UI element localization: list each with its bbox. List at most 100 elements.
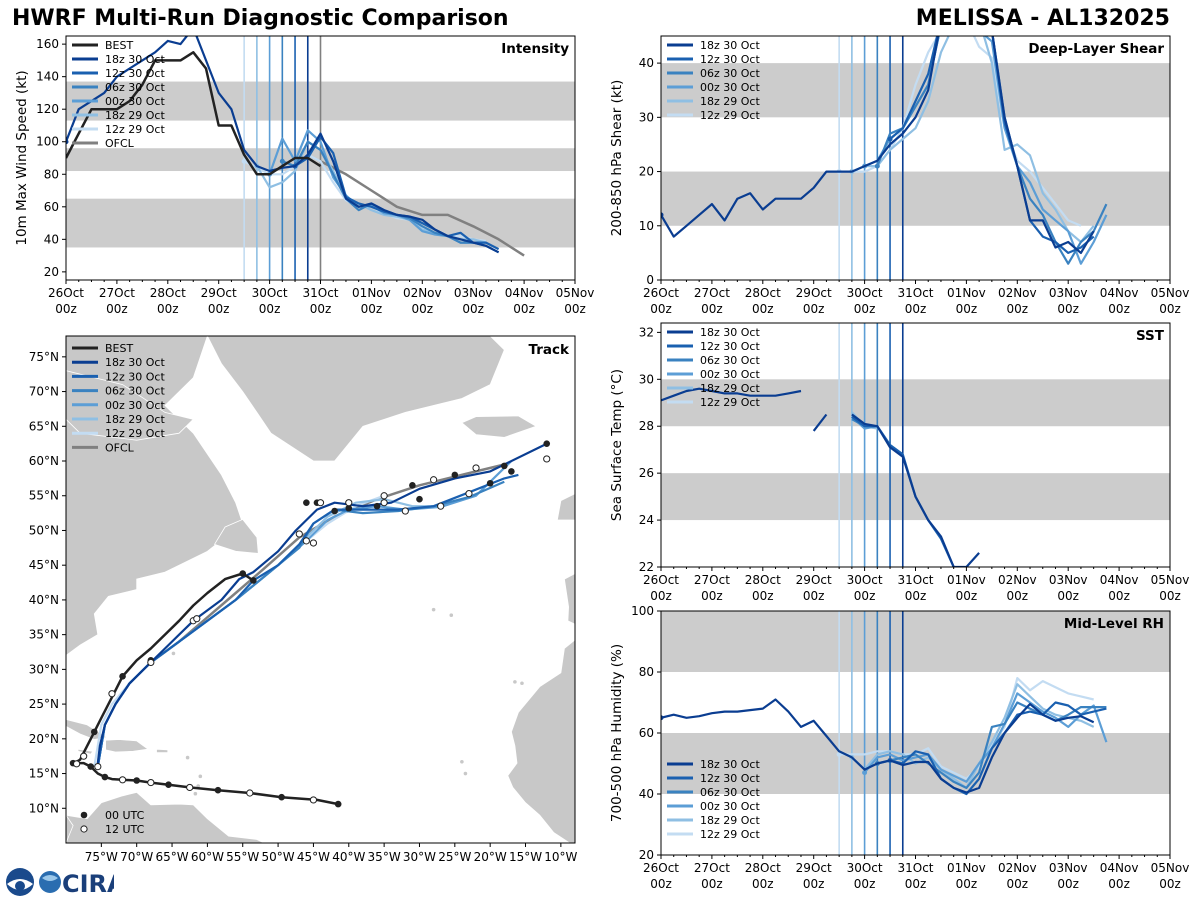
rh-x-tick-label: 02Nov	[998, 861, 1037, 875]
hispaniola-landmass	[105, 739, 150, 753]
sst-y-tick-label: 26	[639, 466, 654, 480]
sst-title: SST	[1136, 328, 1165, 344]
track-marker-12utc	[316, 499, 325, 507]
sst-y-tick-label: 24	[639, 513, 654, 527]
intensity-y-tick-label: 140	[36, 70, 59, 84]
shear-x-tick-label: 28Oct	[745, 286, 781, 300]
track-marker-00utc	[214, 786, 222, 794]
rh-y-tick-label: 100	[631, 604, 654, 618]
sst-panel: 26Oct 00z 27Oct 00z 28Oct 00z 29Oct 00z 30Oct 00z…	[609, 322, 1189, 603]
intensity-series-line	[319, 160, 525, 257]
track-marker-12utc	[380, 492, 388, 500]
intensity-legend-label: 12z 29 Oct	[105, 123, 165, 136]
track-marker-12utc	[345, 499, 353, 507]
ireland-landmass	[556, 493, 575, 521]
track-y-tick-label: 25°N	[29, 697, 59, 711]
track-legend-label: 18z 30 Oct	[105, 356, 165, 369]
island-landmass	[448, 612, 454, 618]
intensity-y-tick-label: 40	[44, 232, 59, 246]
track-legend-label: 18z 29 Oct	[105, 413, 165, 426]
shear-x-tick-label: 00z	[752, 302, 774, 316]
island-landmass	[512, 679, 518, 685]
intensity-title: Intensity	[501, 41, 569, 57]
track-y-tick-label: 40°N	[29, 593, 59, 607]
track-marker-00utc	[451, 471, 459, 479]
rh-x-tick-label: 28Oct	[745, 861, 781, 875]
intensity-x-tick-label: 04Nov	[505, 286, 544, 300]
intensity-x-tick-label: 00z	[564, 302, 586, 316]
shear-x-tick-label: 00z	[905, 302, 927, 316]
intensity-x-tick-label: 00z	[462, 302, 484, 316]
track-x-tick-label: 40°W	[332, 850, 365, 864]
intensity-series-line	[66, 51, 322, 176]
rh-series-line	[839, 676, 1094, 780]
rh-y-tick-label: 60	[639, 726, 654, 740]
intensity-legend-label: 18z 30 Oct	[105, 53, 165, 66]
rh-x-tick-label: 00z	[1159, 877, 1181, 891]
shear-x-tick-label: 00z	[1007, 302, 1029, 316]
rh-x-tick-label: 00z	[1108, 877, 1130, 891]
shear-x-tick-label: 29Oct	[796, 286, 832, 300]
track-marker-00utc	[334, 800, 342, 808]
track-y-tick-label: 15°N	[29, 767, 59, 781]
sst-y-axis-label: Sea Surface Temp (°C)	[609, 369, 625, 521]
track-marker-12utc	[193, 615, 201, 623]
iceland-landmass	[461, 415, 538, 438]
track-marker-00utc	[90, 728, 98, 736]
rh-x-tick-label: 31Oct	[897, 861, 933, 875]
track-marker-12utc	[430, 476, 438, 484]
track-marker-12utc	[118, 776, 127, 784]
sst-y-tick-label: 28	[639, 419, 654, 433]
intensity-x-tick-label: 00z	[361, 302, 383, 316]
track-marker-00utc	[239, 570, 247, 577]
track-line	[71, 572, 339, 806]
track-y-tick-label: 35°N	[29, 628, 59, 642]
intensity-y-tick-label: 80	[44, 167, 59, 181]
intensity-series-start-marker	[66, 139, 69, 145]
shear-x-tick-label: 01Nov	[947, 286, 986, 300]
track-marker-12utc	[302, 537, 310, 545]
sst-x-tick-label: 02Nov	[998, 573, 1037, 587]
track-legend-label: BEST	[105, 342, 133, 355]
sst-x-tick-label: 30Oct	[847, 573, 883, 587]
sst-legend-label: 18z 30 Oct	[700, 326, 760, 339]
track-marker-12utc	[295, 530, 303, 538]
rh-legend-label: 00z 30 Oct	[700, 800, 760, 813]
intensity-series-start-marker	[241, 158, 247, 164]
track-line	[96, 442, 548, 764]
rh-series-start-marker	[661, 715, 664, 721]
track-marker-00utc	[303, 499, 310, 506]
sst-legend-label: 06z 30 Oct	[700, 354, 760, 367]
track-legend-label: 12z 30 Oct	[105, 370, 165, 383]
sst-legend-label: 18z 29 Oct	[700, 382, 760, 395]
cuba-landmass	[66, 718, 109, 740]
land-layer	[66, 336, 584, 843]
sst-x-tick-label: 00z	[803, 589, 825, 603]
track-y-tick-label: 20°N	[29, 732, 59, 746]
rh-y-tick-label: 40	[639, 787, 654, 801]
intensity-x-tick-label: 00z	[208, 302, 230, 316]
track-marker-00utc	[165, 781, 172, 788]
shear-y-tick-label: 40	[639, 56, 654, 70]
sst-series-line	[661, 387, 802, 402]
iberia-landmass	[563, 573, 575, 625]
track-x-tick-label: 60°W	[191, 850, 224, 864]
track-x-tick-label: 25°W	[438, 850, 471, 864]
sst-series-line	[812, 413, 828, 432]
rh-x-tick-label: 00z	[854, 877, 876, 891]
shear-y-axis-label: 200-850 hPa Shear (kt)	[609, 80, 625, 237]
track-x-tick-label: 30°W	[403, 850, 436, 864]
island-landmass	[197, 773, 203, 779]
sst-x-tick-label: 00z	[905, 589, 927, 603]
track-y-tick-label: 50°N	[29, 523, 59, 537]
shear-x-tick-label: 00z	[956, 302, 978, 316]
rh-x-tick-label: 00z	[701, 877, 723, 891]
track-legend-label: OFCL	[105, 441, 135, 454]
shear-x-tick-label: 00z	[650, 302, 672, 316]
storm-title: MELISSA - AL132025	[915, 6, 1170, 31]
track-marker-00utc	[486, 479, 494, 487]
island-landmass	[580, 445, 584, 449]
